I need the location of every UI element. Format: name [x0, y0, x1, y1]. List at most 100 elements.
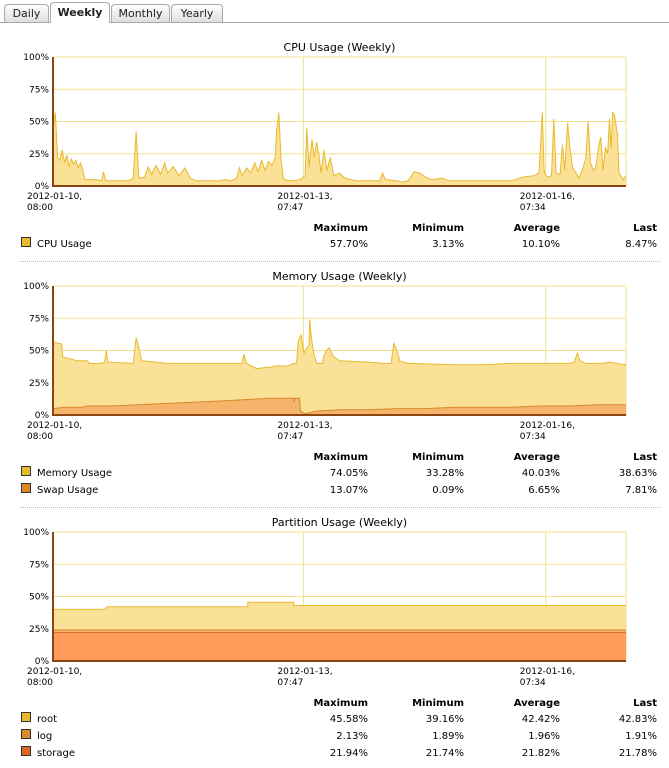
stat-value: 39.16%	[426, 714, 464, 725]
stat-value: 42.42%	[522, 714, 560, 725]
stat-value: 21.94%	[330, 748, 368, 759]
y-tick-label: 100%	[23, 528, 49, 538]
stat-header: Maximum	[313, 452, 368, 463]
time-range-tabs: Daily Weekly Monthly Yearly	[0, 0, 669, 23]
stat-header: Average	[514, 698, 561, 709]
legend-swatch	[21, 712, 31, 722]
chart-divider	[20, 507, 660, 508]
stat-value: 7.81%	[625, 485, 657, 496]
series-line-memory-usage	[52, 319, 627, 370]
chart-title: CPU Usage (Weekly)	[284, 41, 396, 54]
y-tick-label: 100%	[23, 282, 49, 292]
x-tick-label: 2012-01-13,	[277, 667, 332, 677]
cpu-usage-chart: CPU Usage (Weekly) 100% 75% 50% 25% 0% 2012-01…	[0, 36, 669, 258]
stat-value: 2.13%	[336, 731, 368, 742]
x-tick-label: 07:47	[277, 203, 303, 213]
y-tick-label: 0%	[35, 182, 50, 192]
x-tick-label: 2012-01-13,	[277, 421, 332, 431]
stat-value: 38.63%	[619, 468, 657, 479]
x-tick-label: 07:34	[520, 678, 546, 688]
stat-value: 6.65%	[528, 485, 560, 496]
stat-header: Last	[633, 698, 657, 709]
tab-monthly[interactable]: Monthly	[111, 4, 170, 22]
x-tick-label: 2012-01-16,	[520, 421, 575, 431]
y-tick-label: 100%	[23, 53, 49, 63]
stat-value: 74.05%	[330, 468, 368, 479]
memory-svg: Memory Usage (Weekly)100%75%50%25%0%2012…	[21, 270, 657, 496]
legend-swatch	[21, 483, 31, 493]
tab-weekly[interactable]: Weekly	[50, 2, 110, 23]
stat-header: Average	[514, 452, 561, 463]
chart-title: Partition Usage (Weekly)	[272, 516, 407, 529]
partition-usage-chart: Partition Usage (Weekly) 100% 75% 50% 25% 0% 2…	[0, 511, 669, 767]
stat-value: 42.83%	[619, 714, 657, 725]
tab-daily[interactable]: Daily	[4, 4, 49, 22]
x-tick-label: 07:47	[277, 678, 303, 688]
cpu-svg: CPU Usage (Weekly)100%75%50%25%0%2012-01…	[21, 41, 657, 250]
y-tick-label: 25%	[29, 379, 49, 389]
stat-header: Maximum	[313, 223, 368, 234]
tab-baseline	[0, 22, 669, 23]
stat-value: 21.82%	[522, 748, 560, 759]
x-tick-label: 2012-01-13,	[277, 192, 332, 202]
x-tick-label: 2012-01-16,	[520, 667, 575, 677]
legend-label: log	[37, 731, 52, 742]
legend-label: CPU Usage	[37, 239, 92, 250]
stat-header: Average	[514, 223, 561, 234]
legend-swatch	[21, 237, 31, 247]
stat-value: 10.10%	[522, 239, 560, 250]
legend-label: root	[37, 714, 57, 725]
stat-value: 40.03%	[522, 468, 560, 479]
stat-value: 21.78%	[619, 748, 657, 759]
x-tick-label: 2012-01-10,	[27, 421, 82, 431]
x-tick-label: 07:47	[277, 432, 303, 442]
stat-header: Minimum	[412, 223, 464, 234]
tab-yearly[interactable]: Yearly	[171, 4, 223, 22]
series-line-root	[53, 601, 626, 610]
legend-label: storage	[37, 748, 75, 759]
stat-value: 21.74%	[426, 748, 464, 759]
partition-svg: Partition Usage (Weekly)100%75%50%25%0%2…	[21, 516, 657, 759]
stat-header: Minimum	[412, 698, 464, 709]
x-tick-label: 07:34	[520, 203, 546, 213]
legend-swatch	[21, 729, 31, 739]
stat-value: 45.58%	[330, 714, 368, 725]
y-tick-label: 50%	[29, 347, 49, 357]
legend-label: Memory Usage	[37, 468, 112, 479]
x-tick-label: 2012-01-16,	[520, 192, 575, 202]
x-tick-label: 08:00	[27, 203, 53, 213]
y-tick-label: 25%	[29, 150, 49, 160]
stat-header: Last	[633, 223, 657, 234]
series-area-storage	[53, 632, 626, 661]
legend-label: Swap Usage	[37, 485, 98, 496]
series-line-cpu-usage	[52, 110, 627, 183]
x-tick-label: 2012-01-10,	[27, 667, 82, 677]
stat-value: 8.47%	[625, 239, 657, 250]
x-tick-label: 07:34	[520, 432, 546, 442]
chart-title: Memory Usage (Weekly)	[272, 270, 406, 283]
stat-value: 3.13%	[432, 239, 464, 250]
stat-value: 33.28%	[426, 468, 464, 479]
y-tick-label: 75%	[29, 314, 49, 324]
y-tick-label: 75%	[29, 560, 49, 570]
y-tick-label: 25%	[29, 625, 49, 635]
y-tick-label: 50%	[29, 593, 49, 603]
stat-header: Minimum	[412, 452, 464, 463]
stat-value: 1.96%	[528, 731, 560, 742]
stat-header: Maximum	[313, 698, 368, 709]
stat-value: 57.70%	[330, 239, 368, 250]
series-area-cpu-usage	[53, 112, 626, 186]
y-tick-label: 75%	[29, 85, 49, 95]
stat-header: Last	[633, 452, 657, 463]
series-line-swap-usage	[52, 397, 626, 415]
legend-swatch	[21, 466, 31, 476]
y-tick-label: 50%	[29, 118, 49, 128]
stat-value: 1.89%	[432, 731, 464, 742]
series-area-memory-usage	[53, 319, 626, 415]
chart-divider	[20, 261, 660, 262]
y-tick-label: 0%	[35, 657, 50, 667]
x-tick-label: 08:00	[27, 678, 53, 688]
stat-value: 0.09%	[432, 485, 464, 496]
x-tick-label: 2012-01-10,	[27, 192, 82, 202]
x-tick-label: 08:00	[27, 432, 53, 442]
